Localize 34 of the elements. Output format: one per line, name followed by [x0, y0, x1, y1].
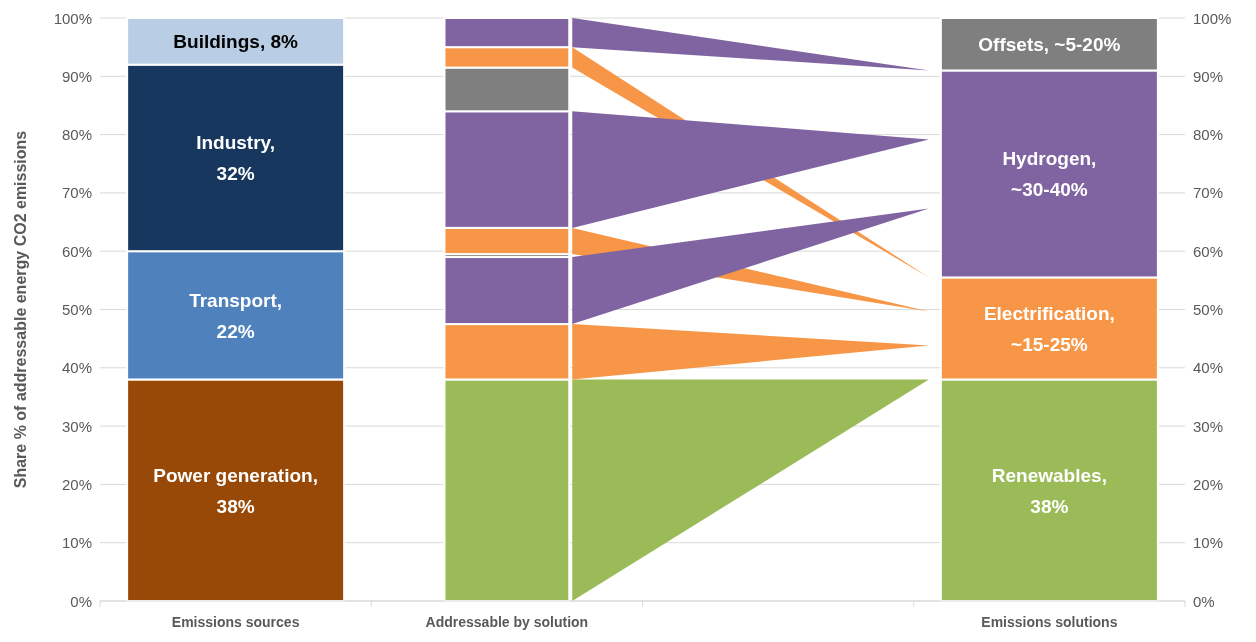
y-tick-label: 10%: [61, 534, 92, 552]
y2-tick-label: 90%: [1193, 67, 1224, 85]
y2-tick-label: 10%: [1193, 534, 1224, 552]
x-tick-label: Addressable by solution: [425, 614, 589, 630]
y2-tick-label: 0%: [1193, 592, 1215, 610]
y2-tick-label: 20%: [1193, 475, 1224, 493]
y-tick-label: 0%: [70, 592, 92, 610]
y-tick-label: 80%: [61, 126, 92, 144]
annotation: Electrification, ~15-25%: [983, 302, 1115, 355]
y-tick-label: 70%: [61, 184, 92, 202]
y2-tick-label: 100%: [1193, 9, 1232, 27]
y-axis-title: Share % of addressable energy CO2 emissions: [11, 130, 29, 489]
x-tick-label: Emissions sources: [171, 614, 300, 630]
y2-tick-label: 40%: [1193, 359, 1224, 377]
y2-tick-label: 60%: [1193, 242, 1224, 260]
y-tick-label: 90%: [61, 67, 92, 85]
y-tick-label: 60%: [61, 242, 92, 260]
annotation: Offsets, ~5-20%: [978, 33, 1121, 55]
annotation: Renewables, 38%: [991, 464, 1107, 517]
annotation: Hydrogen, ~30-40%: [1002, 147, 1097, 200]
y2-tick-label: 50%: [1193, 301, 1224, 318]
y-tick-label: 30%: [61, 417, 92, 435]
y2-tick-label: 30%: [1193, 417, 1224, 435]
annotation: Power generation, 38%: [153, 464, 318, 517]
annotation: Transport, 22%: [189, 289, 283, 342]
y2-tick-label: 80%: [1193, 126, 1224, 144]
y-tick-label: 40%: [61, 359, 92, 377]
annotation: Buildings, 8%: [173, 30, 299, 52]
annotation: Industry, 32%: [196, 131, 276, 184]
y-tick-label: 100%: [53, 9, 92, 27]
x-tick-label: Emissions solutions: [981, 614, 1118, 630]
y2-tick-label: 70%: [1193, 184, 1224, 202]
y-tick-label: 50%: [61, 301, 92, 318]
y-tick-label: 20%: [61, 475, 92, 493]
